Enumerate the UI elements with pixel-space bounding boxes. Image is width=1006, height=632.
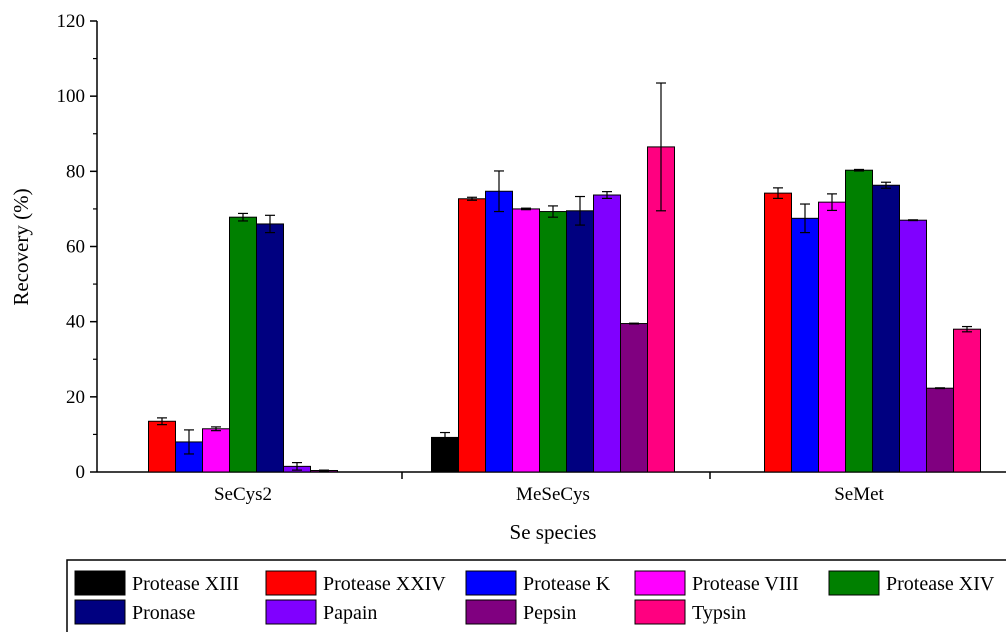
bars-layer [148,146,981,473]
legend-swatch [74,570,126,596]
y-tick-label: 120 [57,11,86,32]
legend-label: Protease XIII [132,573,239,595]
bar [620,323,648,473]
bar [202,428,230,473]
bar [512,208,540,473]
legend-label: Protease VIII [692,573,799,595]
legend-label: Papain [323,602,377,624]
legend-label: Pronase [132,602,195,624]
bar [485,190,513,473]
legend-label: Protease XXIV [323,573,446,595]
bar [926,387,954,473]
legend-swatch [465,570,517,596]
legend-swatch [634,570,686,596]
bar [791,217,819,473]
y-axis-label: Recovery (%) [9,188,33,305]
legend-swatch [74,599,126,625]
legend-swatch [265,570,317,596]
y-tick-label: 20 [66,387,85,408]
x-tick-label: MeSeCys [516,484,590,505]
legend: Protease XIII Protease XXIV Protease K Prot… [66,559,1006,632]
x-tick-label: SeMet [834,484,884,505]
bar [229,216,257,473]
x-axis: SeCys2 MeSeCys SeMet [214,472,885,505]
bar [593,194,621,473]
bar [845,169,873,473]
bar [539,211,567,473]
y-tick-label: 0 [76,462,86,483]
bar [872,184,900,473]
legend-label: Protease K [523,573,611,595]
legend-label: Pepsin [523,602,576,624]
legend-swatch [828,570,880,596]
bar [566,210,594,473]
bar [764,192,792,473]
y-tick-label: 100 [57,86,86,107]
y-tick-label: 60 [66,237,85,258]
bar [818,201,846,473]
error-bars-layer [157,82,972,472]
x-axis-label: Se species [510,520,597,544]
legend-label: Protease XIV [886,573,995,595]
legend-swatch [265,599,317,625]
legend-swatch [634,599,686,625]
x-tick-label: SeCys2 [214,484,272,505]
bar [953,328,981,473]
bar [899,219,927,473]
legend-swatch [465,599,517,625]
y-tick-label: 80 [66,161,85,182]
bar [256,223,284,473]
legend-label: Typsin [692,602,746,624]
y-tick-label: 40 [66,312,85,333]
y-axis: 0 20 40 60 80 100 120 [57,11,97,483]
bar [148,420,176,473]
legend-box [66,559,1006,632]
bar [458,198,486,473]
